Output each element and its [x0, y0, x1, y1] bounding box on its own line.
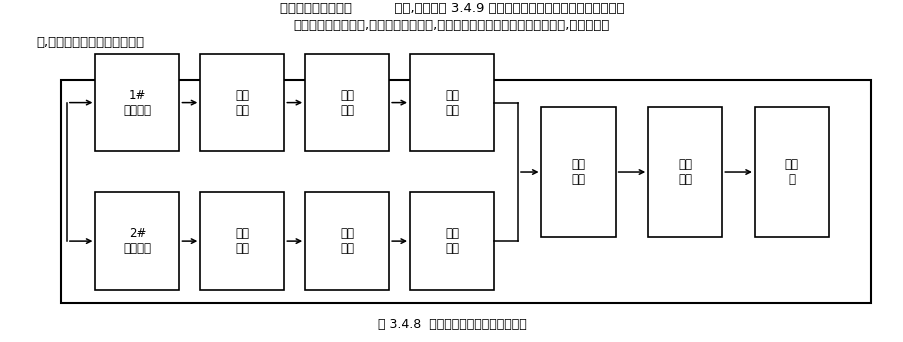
- Text: 滤波
放大: 滤波 放大: [340, 89, 354, 117]
- Text: 1#
蓄电池组: 1# 蓄电池组: [124, 89, 151, 117]
- Bar: [754, 107, 828, 237]
- Text: 驱动
信号: 驱动 信号: [677, 158, 692, 186]
- Bar: [61, 80, 870, 303]
- Text: 采样
比较: 采样 比较: [235, 227, 249, 255]
- Bar: [305, 192, 388, 290]
- Text: 2#
蓄电池组: 2# 蓄电池组: [124, 227, 151, 255]
- Bar: [647, 107, 721, 237]
- Text: 电压进行比较、采样,送入滤波放大电路,产生开关信号后再经过逻辑电路判断,输出驱动信: 电压进行比较、采样,送入滤波放大电路,产生开关信号后再经过逻辑电路判断,输出驱动…: [293, 19, 610, 32]
- Bar: [305, 54, 388, 151]
- Bar: [200, 192, 284, 290]
- Text: 逻辑
电路: 逻辑 电路: [571, 158, 585, 186]
- Bar: [410, 54, 493, 151]
- Text: 开关
信号: 开关 信号: [444, 89, 459, 117]
- Text: 图 3.4.8  自动轮换自动充电电路方框图: 图 3.4.8 自动轮换自动充电电路方框图: [377, 318, 526, 331]
- Bar: [200, 54, 284, 151]
- Text: 硅整
流: 硅整 流: [784, 158, 798, 186]
- Text: 开关
信号: 开关 信号: [444, 227, 459, 255]
- Text: 滤波
放大: 滤波 放大: [340, 227, 354, 255]
- Bar: [410, 192, 493, 290]
- Text: 采样
比较: 采样 比较: [235, 89, 249, 117]
- Text: 该电路的方框图如图          所示,电路如图 3.4.9 所示。极据蓄电池电压的升、降与标准: 该电路的方框图如图 所示,电路如图 3.4.9 所示。极据蓄电池电压的升、降与标…: [279, 2, 624, 15]
- Text: 号,从而达到自动控制的目的。: 号,从而达到自动控制的目的。: [36, 36, 144, 49]
- Bar: [96, 192, 179, 290]
- Bar: [541, 107, 615, 237]
- Bar: [96, 54, 179, 151]
